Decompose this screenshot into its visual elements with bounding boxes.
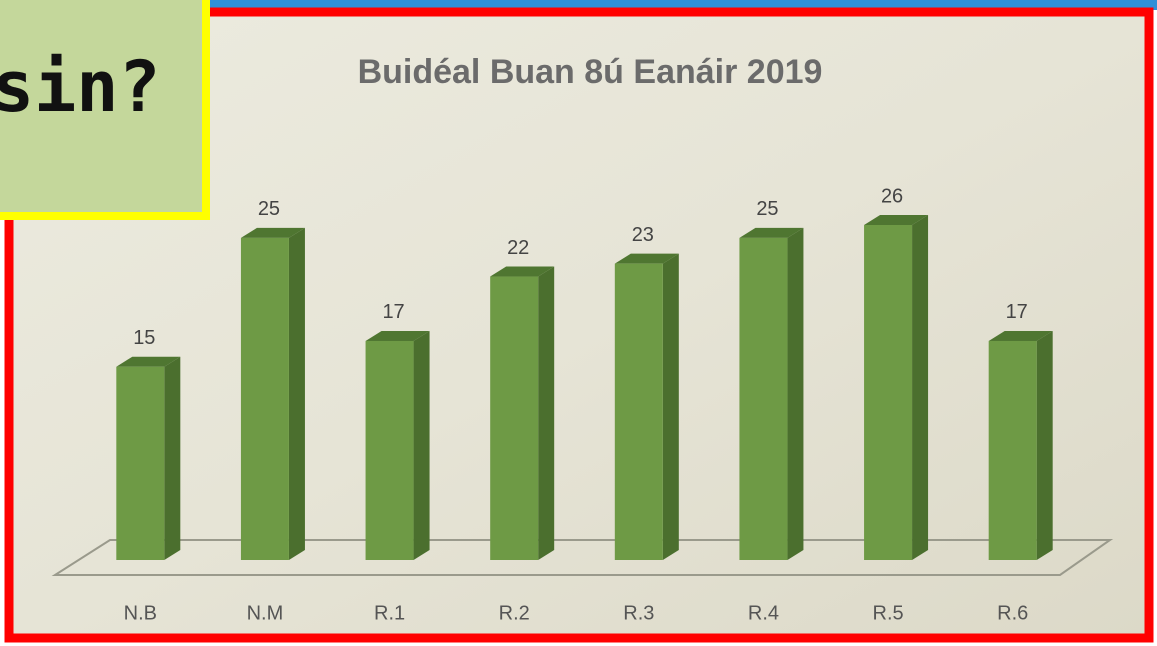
bar [116, 366, 165, 560]
x-tick-label: R.1 [374, 602, 405, 624]
bar-top [614, 253, 679, 264]
bar [864, 225, 913, 560]
x-tick-label: R.6 [997, 602, 1028, 624]
bar-side [538, 266, 555, 560]
bar [614, 263, 663, 560]
bar-side [288, 227, 305, 560]
bar-side [164, 356, 181, 560]
bar-top [116, 356, 181, 367]
value-label: 25 [756, 198, 778, 220]
value-label: 25 [258, 198, 280, 220]
bar-top [240, 227, 305, 238]
x-tick-label: R.3 [623, 602, 654, 624]
value-label: 23 [632, 224, 654, 246]
bar [490, 276, 539, 560]
bar-side [413, 330, 430, 560]
bar [240, 237, 289, 560]
value-label: 22 [507, 237, 529, 259]
bar-top [864, 215, 929, 225]
bar-side [787, 227, 804, 560]
bar-top [739, 227, 804, 238]
x-tick-label: N.B [124, 602, 157, 624]
bar [988, 340, 1037, 560]
bar-top [365, 330, 430, 341]
chart-title: Buidéal Buan 8ú Eanáir 2019 [358, 53, 823, 91]
x-tick-label: R.5 [873, 602, 904, 624]
bar-top [490, 266, 555, 277]
x-tick-label: N.M [247, 602, 284, 624]
value-label: 15 [133, 327, 155, 349]
bar-side [912, 215, 929, 560]
callout-box [0, 0, 210, 220]
bar-top [988, 330, 1053, 341]
top-strip [0, 0, 1157, 10]
bars: N.B 15 N.M 25 R.1 17 R.2 22 R.3 23 R.4 25 R.5 26 R.6 17 [116, 185, 1053, 624]
bar [365, 340, 414, 560]
value-label: 17 [1006, 301, 1028, 323]
x-tick-label: R.2 [499, 602, 530, 624]
x-tick-label: R.4 [748, 602, 779, 624]
bar-side [662, 253, 679, 560]
bar [739, 237, 788, 560]
value-label: 26 [881, 185, 903, 207]
bar-side [1036, 330, 1053, 560]
value-label: 17 [382, 301, 404, 323]
callout-text: sin? [0, 46, 161, 128]
